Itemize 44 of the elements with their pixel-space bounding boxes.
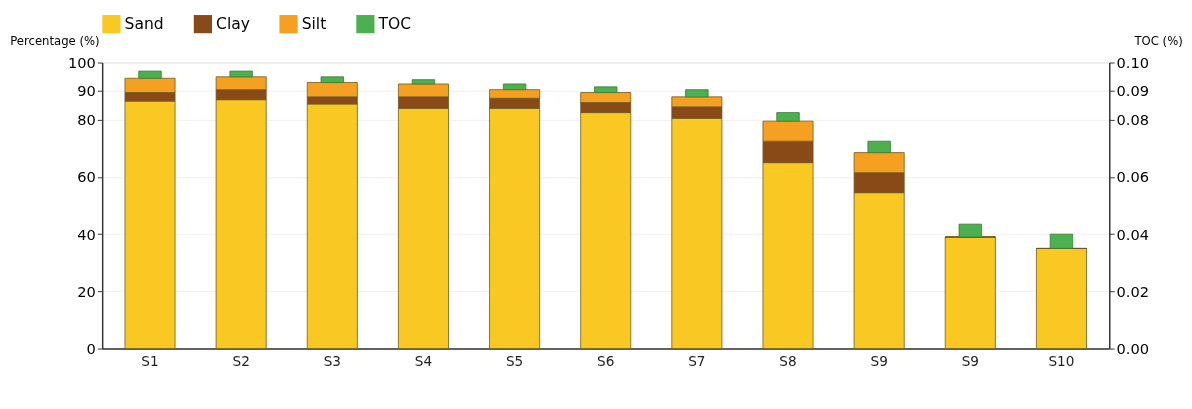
x-tick-label: S3	[323, 352, 341, 369]
y2-tick-label: 0.08	[1116, 111, 1150, 129]
y2-tick-label: 0.04	[1116, 225, 1150, 243]
x-tick-label: S10	[1048, 352, 1075, 369]
bar	[138, 70, 162, 79]
x-tick-label: S5	[505, 352, 524, 369]
legend-label: TOC	[377, 15, 412, 33]
bar	[1049, 233, 1074, 249]
y2-tick-label: 0.06	[1116, 168, 1150, 186]
y-tick-label: 0	[86, 339, 96, 357]
bar	[1035, 248, 1087, 349]
legend-label: Silt	[301, 15, 327, 33]
legend-label: Clay	[216, 15, 250, 33]
x-tick-label: S2	[232, 352, 250, 369]
y-tick-label: 90	[77, 82, 96, 100]
bar	[411, 79, 436, 85]
bar	[776, 112, 800, 122]
y2-axis-title: TOC (%)	[1133, 33, 1183, 48]
legend-label: Sand	[124, 15, 164, 33]
bar	[502, 83, 527, 91]
bar	[685, 89, 709, 98]
x-tick-label: S9	[961, 352, 979, 369]
bar	[944, 236, 996, 349]
y-tick-label: 40	[77, 225, 96, 243]
y2-tick-label: 0.02	[1116, 282, 1150, 300]
x-tick-label: S8	[779, 352, 797, 369]
bar	[958, 223, 982, 238]
y2-tick-label: 0.10	[1116, 53, 1150, 71]
y-tick-label: 60	[77, 168, 96, 186]
bar	[594, 86, 618, 93]
x-tick-label: S4	[414, 352, 433, 369]
x-tick-label: S7	[688, 352, 706, 369]
y2-tick-label: 0.00	[1116, 339, 1150, 357]
bar	[229, 70, 253, 78]
y-tick-label: 20	[77, 282, 96, 300]
bar	[320, 76, 344, 83]
y2-tick-label: 0.09	[1116, 82, 1150, 100]
y-tick-label: 100	[68, 53, 96, 71]
y-axis-title: Percentage (%)	[10, 33, 100, 48]
x-tick-label: S1	[141, 352, 159, 369]
bar	[867, 140, 891, 154]
x-tick-label: S6	[597, 352, 615, 369]
y-tick-label: 80	[77, 111, 96, 129]
x-tick-label: S9	[870, 352, 888, 369]
